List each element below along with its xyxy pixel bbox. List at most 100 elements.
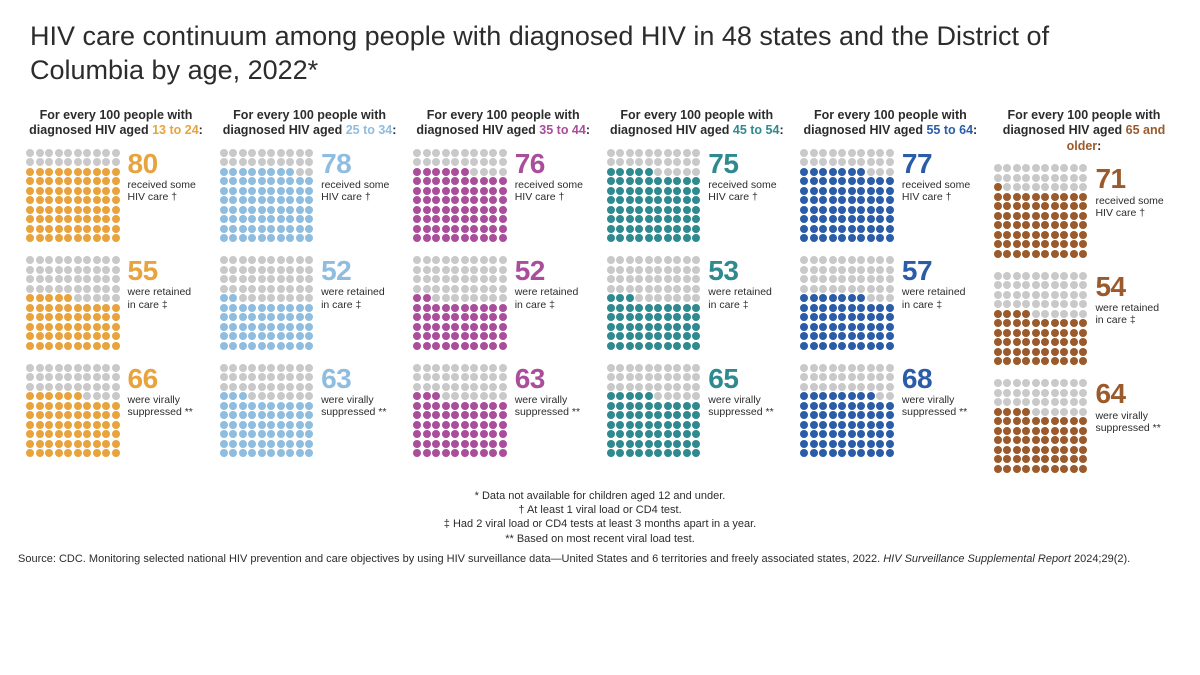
- metric-value: 53: [708, 258, 780, 283]
- metric-desc: received some HIV care †: [128, 179, 200, 203]
- metric-desc: were retained in care ‡: [708, 286, 780, 310]
- metric-label: 66 were virally suppressed **: [128, 364, 200, 418]
- footnote-line: ** Based on most recent viral load test.: [0, 532, 1200, 546]
- age-range: 35 to 44: [539, 123, 586, 137]
- metric-desc: were retained in care ‡: [902, 286, 974, 310]
- metric-label: 77 received some HIV care †: [902, 149, 974, 203]
- dot-grid: [413, 364, 507, 458]
- dot-grid: [800, 256, 894, 350]
- metric-suppressed: 64 were virally suppressed **: [990, 379, 1178, 473]
- metric-desc: received some HIV care †: [902, 179, 974, 203]
- dot-grid: [26, 149, 120, 243]
- age-group: For every 100 people with diagnosed HIV …: [409, 108, 597, 487]
- metric-value: 52: [515, 258, 587, 283]
- metric-retained: 53 were retained in care ‡: [603, 256, 791, 350]
- metric-label: 57were retained in care ‡: [902, 256, 974, 310]
- metric-desc: were retained in care ‡: [1095, 302, 1167, 326]
- metric-desc: were virally suppressed **: [1095, 410, 1167, 434]
- metric-label: 54 were retained in care ‡: [1095, 272, 1167, 326]
- dot-grid: [220, 256, 314, 350]
- dot-grid: [26, 256, 120, 350]
- groups-container: For every 100 people with diagnosed HIV …: [0, 96, 1200, 487]
- age-range: 13 to 24: [152, 123, 199, 137]
- metric-value: 77: [902, 151, 974, 176]
- metric-label: 55 were retained in care ‡: [128, 256, 200, 310]
- source-prefix: Source: CDC. Monitoring selected nationa…: [18, 553, 883, 565]
- metric-desc: were virally suppressed **: [902, 394, 974, 418]
- age-range: 25 to 34: [346, 123, 393, 137]
- metric-label: 63 were virally suppressed **: [321, 364, 393, 418]
- metric-desc: were virally suppressed **: [321, 394, 393, 418]
- metric-label: 71 received some HIV care †: [1095, 164, 1167, 218]
- dot-grid: [607, 364, 701, 458]
- metric-value: 76: [515, 151, 587, 176]
- metric-desc: were retained in care ‡: [515, 286, 587, 310]
- metric-retained: 52 were retained in care ‡: [409, 256, 597, 350]
- age-group: For every 100 people with diagnosed HIV …: [990, 108, 1178, 487]
- metric-suppressed: 63 were virally suppressed **: [409, 364, 597, 458]
- metric-value: 54: [1095, 274, 1167, 299]
- age-group: For every 100 people with diagnosed HIV …: [603, 108, 791, 487]
- metric-suppressed: 68were virally suppressed **: [796, 364, 984, 458]
- footnote-line: † At least 1 viral load or CD4 test.: [0, 503, 1200, 517]
- metric-desc: received some HIV care †: [515, 179, 587, 203]
- metric-desc: were retained in care ‡: [128, 286, 200, 310]
- metric-desc: were virally suppressed **: [128, 394, 200, 418]
- metric-value: 80: [128, 151, 200, 176]
- age-group: For every 100 people with diagnosed HIV …: [216, 108, 404, 487]
- metric-label: 52 were retained in care ‡: [515, 256, 587, 310]
- metric-label: 65were virally suppressed **: [708, 364, 780, 418]
- metric-desc: were virally suppressed **: [515, 394, 587, 418]
- metric-label: 75received some HIV care †: [708, 149, 780, 203]
- metric-received_care: 76 received some HIV care †: [409, 149, 597, 243]
- dot-grid: [994, 164, 1088, 258]
- dot-grid: [413, 149, 507, 243]
- dot-grid: [994, 379, 1088, 473]
- metric-desc: received some HIV care †: [321, 179, 393, 203]
- metric-value: 71: [1095, 166, 1167, 191]
- dot-grid: [26, 364, 120, 458]
- group-header: For every 100 people with diagnosed HIV …: [796, 108, 984, 139]
- metric-desc: received some HIV care †: [1095, 195, 1167, 219]
- metric-label: 53 were retained in care ‡: [708, 256, 780, 310]
- source-italic: HIV Surveillance Supplemental Report: [883, 553, 1071, 565]
- metric-label: 80 received some HIV care †: [128, 149, 200, 203]
- metric-label: 78received some HIV care †: [321, 149, 393, 203]
- dot-grid: [800, 149, 894, 243]
- metric-retained: 52 were retained in care ‡: [216, 256, 404, 350]
- age-group: For every 100 people with diagnosed HIV …: [22, 108, 210, 487]
- dot-grid: [413, 256, 507, 350]
- age-range: 55 to 64: [926, 123, 973, 137]
- metric-label: 63 were virally suppressed **: [515, 364, 587, 418]
- metric-suppressed: 63 were virally suppressed **: [216, 364, 404, 458]
- age-group: For every 100 people with diagnosed HIV …: [796, 108, 984, 487]
- group-header: For every 100 people with diagnosed HIV …: [216, 108, 404, 139]
- group-header: For every 100 people with diagnosed HIV …: [990, 108, 1178, 155]
- metric-label: 68were virally suppressed **: [902, 364, 974, 418]
- metric-value: 63: [321, 366, 393, 391]
- dot-grid: [220, 364, 314, 458]
- metric-value: 52: [321, 258, 393, 283]
- source-citation: Source: CDC. Monitoring selected nationa…: [0, 546, 1200, 566]
- metric-desc: were retained in care ‡: [321, 286, 393, 310]
- metric-label: 76 received some HIV care †: [515, 149, 587, 203]
- metric-label: 64 were virally suppressed **: [1095, 379, 1167, 433]
- metric-value: 75: [708, 151, 780, 176]
- metric-suppressed: 66 were virally suppressed **: [22, 364, 210, 458]
- metric-received_care: 77 received some HIV care †: [796, 149, 984, 243]
- metric-value: 63: [515, 366, 587, 391]
- footnote-line: ‡ Had 2 viral load or CD4 tests at least…: [0, 517, 1200, 531]
- metric-retained: 55 were retained in care ‡: [22, 256, 210, 350]
- group-header: For every 100 people with diagnosed HIV …: [409, 108, 597, 139]
- metric-value: 66: [128, 366, 200, 391]
- metric-value: 64: [1095, 381, 1167, 406]
- metric-suppressed: 65were virally suppressed **: [603, 364, 791, 458]
- dot-grid: [220, 149, 314, 243]
- dot-grid: [607, 149, 701, 243]
- footnote-line: * Data not available for children aged 1…: [0, 489, 1200, 503]
- metric-retained: 54 were retained in care ‡: [990, 272, 1178, 366]
- metric-received_care: 78received some HIV care †: [216, 149, 404, 243]
- group-header: For every 100 people with diagnosed HIV …: [22, 108, 210, 139]
- metric-value: 55: [128, 258, 200, 283]
- page-title: HIV care continuum among people with dia…: [0, 0, 1200, 96]
